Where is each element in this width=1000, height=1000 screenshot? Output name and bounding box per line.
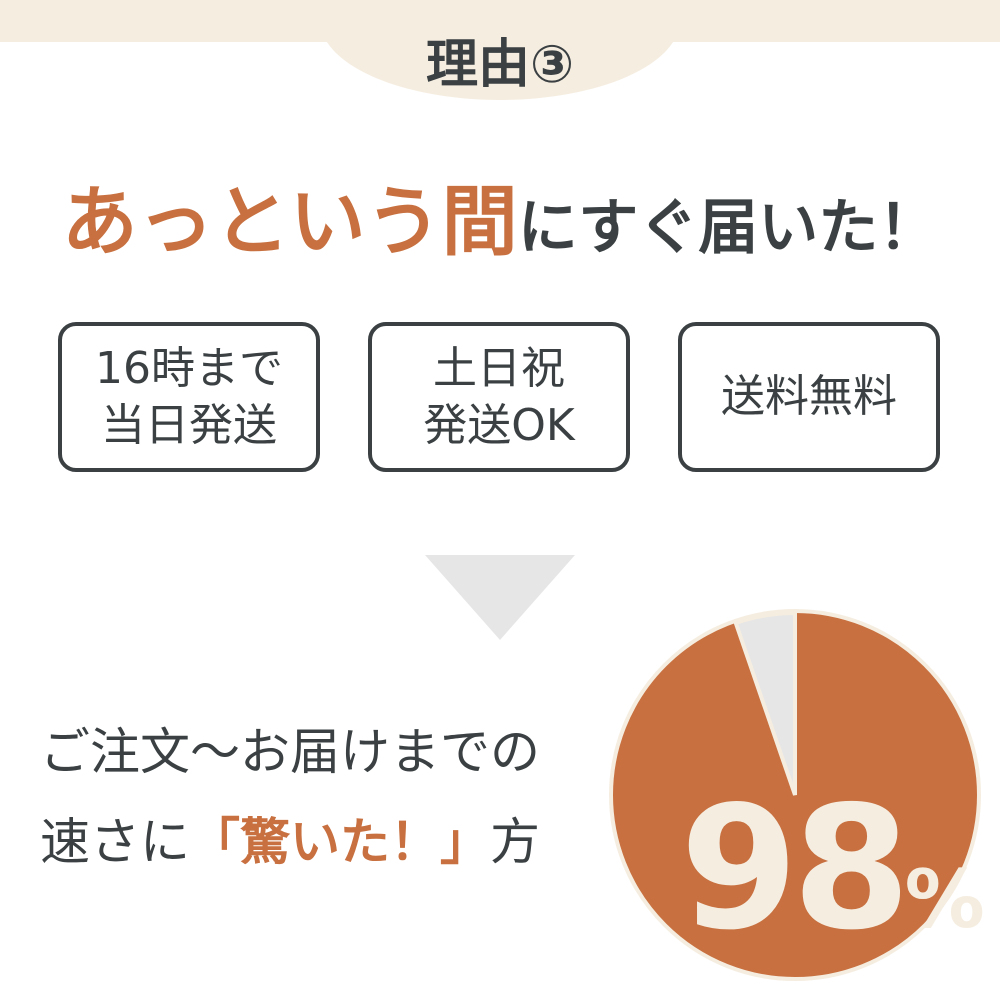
statement-pre: 速さに [40, 813, 190, 871]
feature-free-shipping: 送料無料 [678, 322, 940, 472]
statement-highlight: 「驚いた！」 [190, 813, 490, 871]
headline-highlight: あっという間 [61, 177, 518, 266]
section-title: 理由③ [425, 35, 575, 95]
stat-value: 98% [680, 770, 985, 968]
down-arrow-icon [425, 555, 575, 640]
headline: あっという間にすぐ届いた！ [0, 160, 1000, 270]
feature-same-day: 16時まで 当日発送 [58, 322, 320, 472]
stat-number: 98 [680, 770, 911, 968]
headline-rest: にすぐ届いた！ [517, 193, 939, 263]
statement-line-1: ご注文～お届けまでの [40, 723, 540, 781]
statement-post: 方 [490, 813, 540, 871]
statement-line-2: 速さに「驚いた！」方 [40, 802, 540, 874]
pie-chart [609, 609, 981, 981]
feature-weekend: 土日祝 発送OK [368, 322, 630, 472]
pie-slice-rest [733, 610, 797, 796]
stat-unit: % [904, 853, 985, 946]
